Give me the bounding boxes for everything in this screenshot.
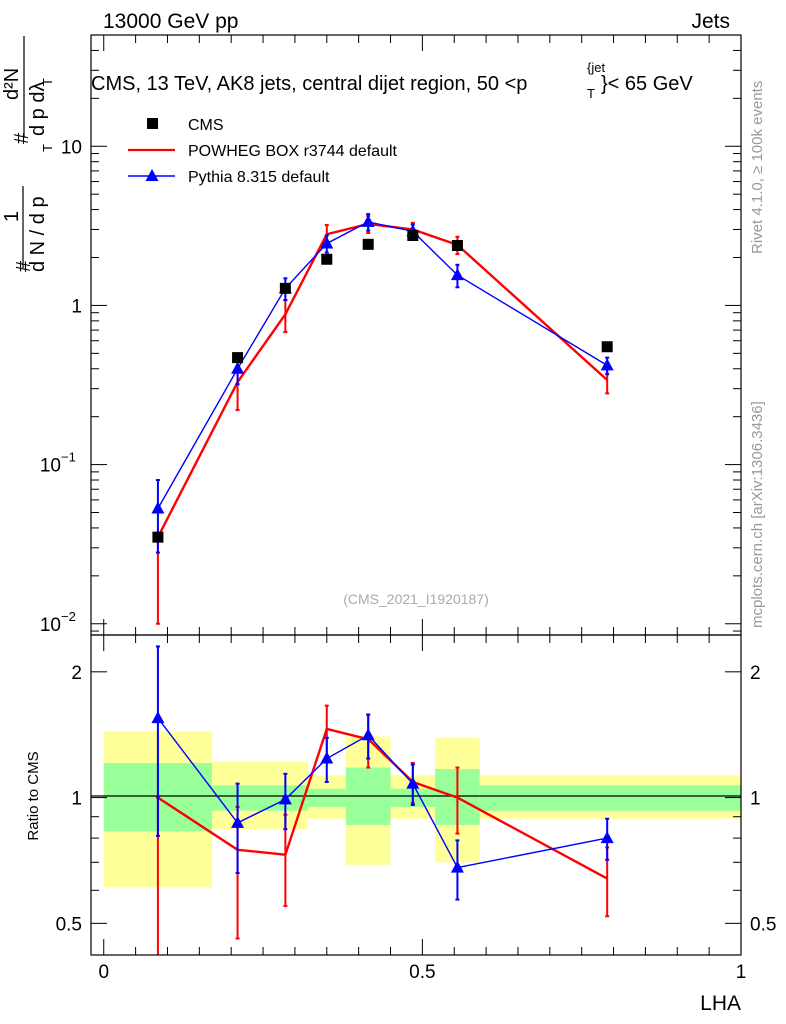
ratio-ticks: 0.5 0.5 1 1 2 2 0 0.5 1 [56,635,776,983]
ratio-y-tick-label-right: 1 [750,789,761,810]
y-tick-label: 10 [61,137,82,158]
ylabel-dpT-dl: d p dλ [27,82,49,136]
ratio-band-inner [307,788,346,807]
main-title: CMS, 13 TeV, AK8 jets, central dijet reg… [91,73,527,95]
pythia-ratio-point [278,792,292,805]
legend-pythia-marker [145,169,159,181]
title-sup: {jet [587,60,605,75]
y-tick-label-exponent: −2 [61,609,76,624]
header-left: 13000 GeV pp [103,10,238,33]
ratio-ylabel: Ratio to CMS [25,751,42,840]
cms-point [407,229,419,241]
pythia-ratio-point [320,751,334,764]
ratio-series [151,645,614,955]
y-tick-label: 1 [71,296,82,317]
title-sub: T [587,86,595,101]
pythia-point [450,268,464,281]
ratio-y-tick-label: 1 [71,789,82,810]
ylabel-dN-dpT: d N / d p [27,196,49,272]
powheg-line [156,222,608,538]
ratio-bands [103,731,741,888]
ratio-frame [90,634,742,956]
ylabel-hash1: # [13,260,35,272]
ratio-y-tick-label-right: 2 [750,663,761,684]
ylabel-one: 1 [1,211,23,222]
x-tick-label: 0 [98,962,109,983]
x-tick-label: 0.5 [409,962,435,983]
pythia-point [320,236,334,249]
cms-point [232,352,244,364]
pythia-point [361,214,375,227]
ylabel-T-sub: T [40,144,55,152]
main-ylabel: # 1 d N / d p T # d²N d p dλ T [1,36,55,272]
main-series [151,213,614,625]
ratio-band-inner [479,785,741,811]
pythia-point [151,501,165,514]
cms-point [152,531,164,543]
cms-point [279,282,291,294]
pythia-ratio-point [361,728,375,741]
watermark: (CMS_2021_I1920187) [343,591,489,607]
x-tick-label: 1 [736,962,747,983]
title-main-text: CMS, 13 TeV, AK8 jets, central dijet reg… [91,73,527,95]
pythia-point [231,361,245,374]
pythia-ratio-point [406,776,420,789]
ratio-y-tick-label: 2 [71,663,82,684]
pythia-ratio-point [450,860,464,873]
ratio-y-tick-label: 0.5 [56,914,82,935]
mcplots-label: mcplots.cern.ch [arXiv:1306.3436] [749,401,766,628]
legend: CMS POWHEG BOX r3744 default Pythia 8.31… [128,117,398,186]
legend-powheg-label: POWHEG BOX r3744 default [188,143,398,160]
y-tick-label: 10 [40,456,61,477]
pythia-line [157,221,608,509]
cms-point [601,341,613,353]
pythia-point [600,358,614,371]
y-tick-label: 10 [40,615,61,636]
title-close: }< 65 GeV [601,73,693,95]
cms-point [321,253,333,265]
ylabel-hash2: # [11,132,33,144]
pythia-ratio-line [157,717,608,869]
rivet-version-label: Rivet 4.1.0, ≥ 100k events [749,81,766,254]
pythia-ratio-point [231,815,245,828]
legend-cms-marker [147,118,158,129]
cms-point [362,238,374,250]
pythia-ratio-point [151,711,165,724]
legend-pythia-label: Pythia 8.315 default [188,169,330,186]
x-axis-label: LHA [700,992,741,1015]
y-tick-label-exponent: −1 [61,450,76,465]
header-right: Jets [691,10,730,33]
pythia-ratio-point [600,831,614,844]
ylabel-T2-sub: T [40,78,55,86]
ylabel-d2N: d²N [1,68,23,100]
cms-point [451,239,463,251]
powheg-ratio-line [157,727,608,880]
ratio-y-tick-label-right: 0.5 [750,914,776,935]
legend-cms-label: CMS [188,117,224,134]
